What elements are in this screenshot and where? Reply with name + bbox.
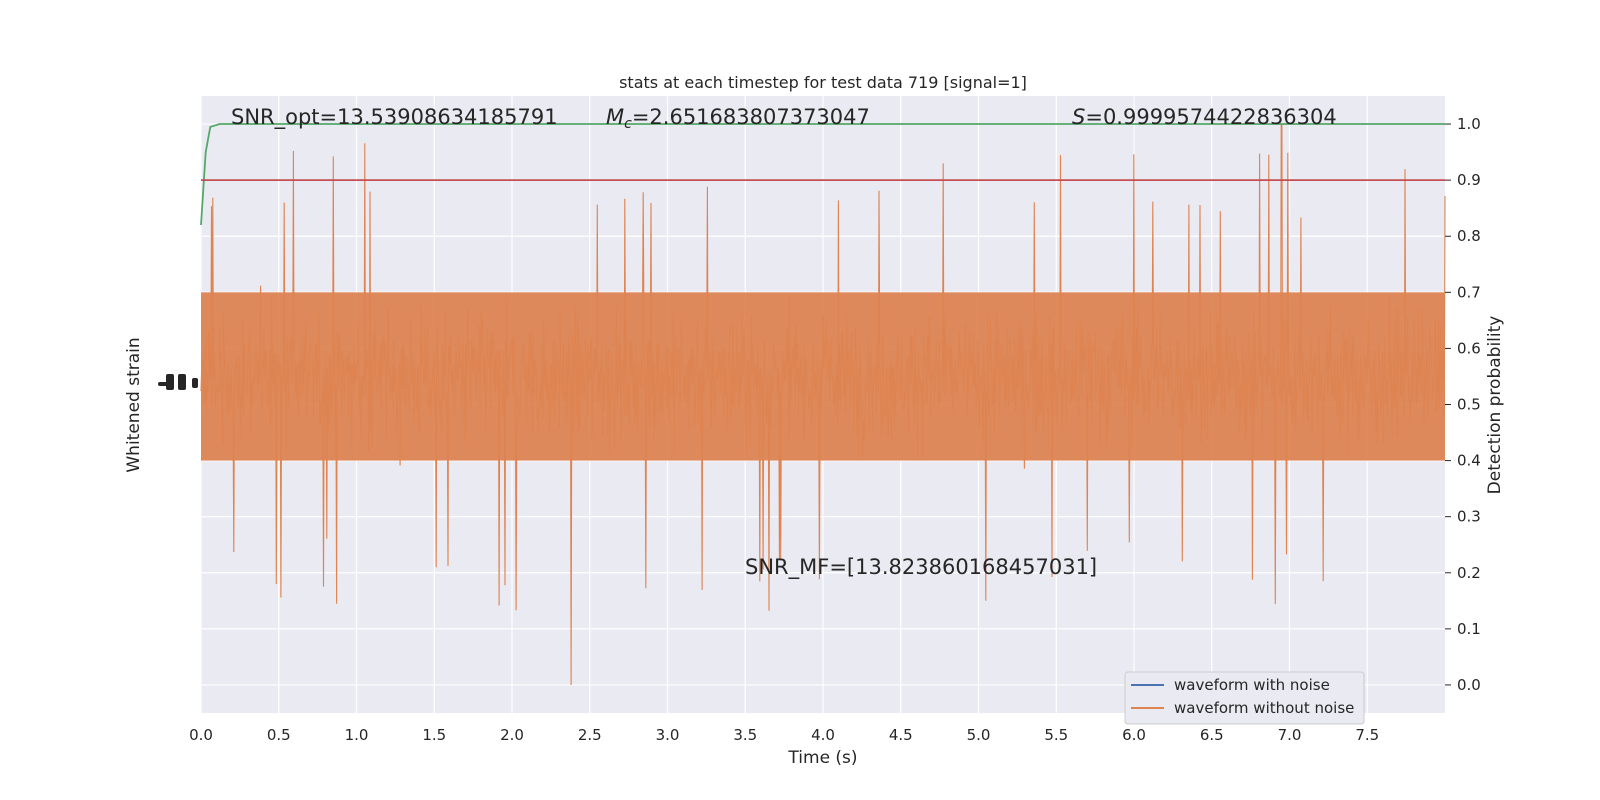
x-tick-label: 5.0 bbox=[967, 726, 991, 744]
series-waveform-without-noise bbox=[200, 123, 1446, 686]
x-tick-label: 4.0 bbox=[811, 726, 835, 744]
x-tick-label: 7.0 bbox=[1278, 726, 1302, 744]
x-tick-label: 2.0 bbox=[500, 726, 524, 744]
right-tick-label: 0.0 bbox=[1457, 676, 1481, 694]
x-tick-label: 3.5 bbox=[733, 726, 757, 744]
x-tick-label: 2.5 bbox=[578, 726, 602, 744]
left-tick-glyph bbox=[192, 378, 198, 388]
x-tick-label: 0.0 bbox=[189, 726, 213, 744]
right-axis-label: Detection probability bbox=[1485, 316, 1505, 495]
right-tick-label: 0.7 bbox=[1457, 283, 1481, 301]
s-label: S=0.9999574422836304 bbox=[1072, 105, 1337, 129]
left-axis-ticks bbox=[158, 374, 198, 390]
detection-probability-line bbox=[200, 123, 1445, 226]
right-tick-label: 0.4 bbox=[1457, 452, 1481, 470]
x-tick-label: 5.5 bbox=[1044, 726, 1068, 744]
snr-mf-label: SNR_MF=[13.823860168457031] bbox=[745, 555, 1097, 580]
right-tick-label: 0.2 bbox=[1457, 564, 1481, 582]
x-tick-label: 6.0 bbox=[1122, 726, 1146, 744]
legend-item-with-noise: waveform with noise bbox=[1174, 676, 1330, 694]
right-tick-label: 0.5 bbox=[1457, 396, 1481, 414]
chart-title: stats at each timestep for test data 719… bbox=[619, 73, 1027, 92]
right-tick-label: 0.3 bbox=[1457, 508, 1481, 526]
right-tick-label: 0.9 bbox=[1457, 171, 1481, 189]
left-tick-glyph bbox=[178, 374, 186, 390]
right-tick-label: 1.0 bbox=[1457, 115, 1481, 133]
x-tick-label: 1.5 bbox=[422, 726, 446, 744]
right-tick-label: 0.1 bbox=[1457, 620, 1481, 638]
x-tick-label: 0.5 bbox=[267, 726, 291, 744]
x-tick-label: 7.5 bbox=[1355, 726, 1379, 744]
x-axis-ticks: 0.0 0.5 1.0 1.5 2.0 2.5 3.0 3.5 4.0 4.5 5.0 5.5 6.0 6… bbox=[189, 726, 1379, 744]
x-tick-label: 3.0 bbox=[656, 726, 680, 744]
x-tick-label: 1.0 bbox=[345, 726, 369, 744]
left-axis-label: Whitened strain bbox=[124, 337, 144, 472]
x-axis-label: Time (s) bbox=[787, 748, 857, 768]
right-axis-ticks: 0.0 0.1 0.2 0.3 0.4 0.5 0.6 0.7 0.8 0.9 1.0 bbox=[1445, 115, 1481, 694]
right-tick-label: 0.6 bbox=[1457, 339, 1481, 357]
x-tick-label: 6.5 bbox=[1200, 726, 1224, 744]
legend-item-without-noise: waveform without noise bbox=[1174, 699, 1354, 717]
mc-label: Mc=2.651683807373047 bbox=[606, 105, 870, 132]
probability-lines bbox=[200, 123, 1445, 226]
x-tick-label: 4.5 bbox=[889, 726, 913, 744]
right-tick-label: 0.8 bbox=[1457, 227, 1481, 245]
snr-opt-label: SNR_opt=13.53908634185791 bbox=[231, 105, 558, 130]
legend: waveform with noise waveform without noi… bbox=[1124, 671, 1365, 725]
waveform-dense-band bbox=[201, 292, 1445, 461]
left-tick-glyph bbox=[166, 374, 174, 390]
